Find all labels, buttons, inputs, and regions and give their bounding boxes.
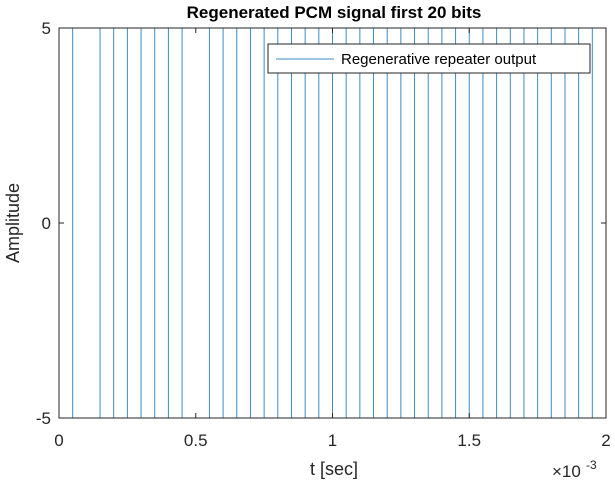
legend-label: Regenerative repeater output <box>341 51 537 68</box>
series-layer <box>59 27 606 419</box>
y-tick-label: 5 <box>42 19 51 38</box>
x-tick-label: 1 <box>328 431 337 450</box>
x-exponent-base: ×10 <box>552 462 581 481</box>
x-exponent: ×10 -3 <box>552 458 597 481</box>
y-tick-label: 0 <box>42 214 51 233</box>
x-tick-label: 0 <box>54 431 63 450</box>
series-line-0 <box>59 27 606 419</box>
plot-frame <box>58 27 607 419</box>
y-axis-label: Amplitude <box>3 183 23 263</box>
legend: Regenerative repeater output <box>267 43 591 74</box>
chart-title: Regenerated PCM signal first 20 bits <box>187 3 482 22</box>
y-tick-label: -5 <box>36 409 51 428</box>
x-tick-label: 2 <box>601 431 610 450</box>
x-tick-label: 1.5 <box>457 431 481 450</box>
x-tick-label: 0.5 <box>184 431 208 450</box>
x-exponent-power: -3 <box>586 458 597 472</box>
tick-labels-layer: 0 0.5 1 1.5 2-505 <box>36 19 611 450</box>
x-axis-label: t [sec] <box>310 459 358 479</box>
